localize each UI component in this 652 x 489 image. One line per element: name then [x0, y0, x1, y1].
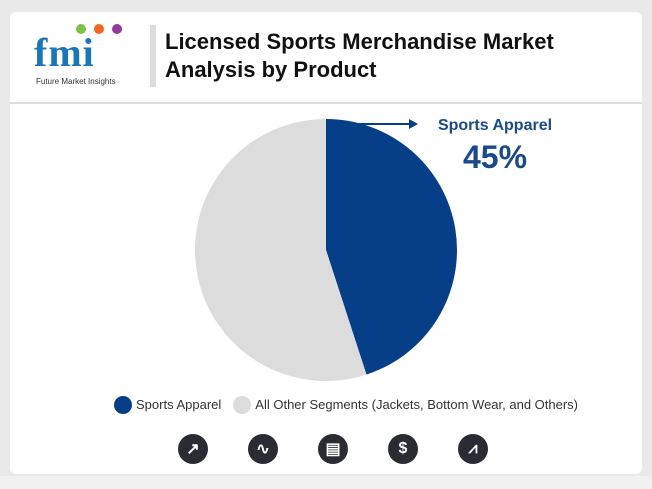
legend-swatch-other	[233, 396, 252, 414]
pie-slice-1	[195, 119, 367, 381]
logo-mark: fmi	[34, 30, 95, 75]
callout-arrowhead	[409, 119, 418, 129]
title-bar	[150, 25, 156, 87]
bottom-strip	[0, 476, 652, 489]
page-title: Licensed Sports Merchandise Market Analys…	[165, 29, 554, 82]
callout-label: Sports Apparel 45%	[437, 117, 553, 175]
divider	[10, 102, 642, 104]
area-chart-icon[interactable]: ⩘	[458, 434, 488, 464]
report-icon[interactable]: ▤	[318, 434, 348, 464]
logo-dots	[76, 24, 122, 34]
legend-label: Sports Apparel	[136, 397, 222, 412]
market-analysis-icon[interactable]: ∿	[248, 434, 278, 464]
legend-swatch-apparel	[114, 396, 132, 414]
legend: Sports Apparel All Other Segments (Jacke…	[114, 396, 578, 414]
growth-chart-icon[interactable]: ↗	[178, 434, 208, 464]
fmi-logo: fmi Future Market Insights	[30, 24, 142, 90]
legend-label: All Other Segments (Jackets, Bottom Wear…	[255, 397, 579, 412]
dollar-icon[interactable]: $	[388, 434, 418, 464]
logo-subtext: Future Market Insights	[36, 77, 116, 86]
pie-slice-0	[326, 119, 457, 375]
icon-row: ↗ ∿ ▤ $ ⩘	[178, 434, 488, 464]
